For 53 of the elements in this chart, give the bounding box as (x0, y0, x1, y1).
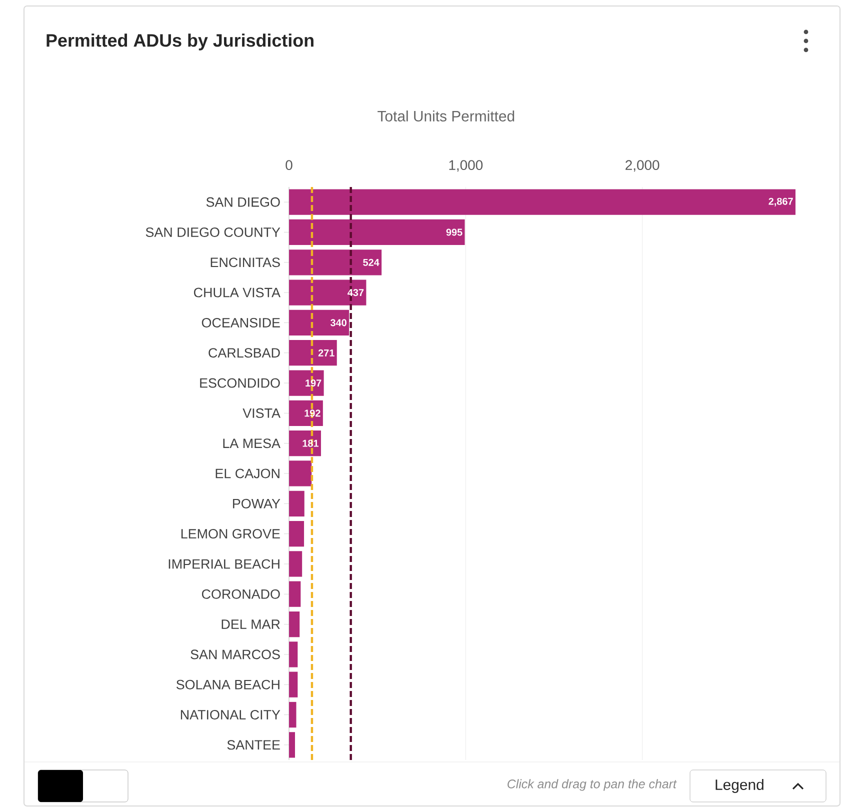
x-axis-title: Total Units Permitted (378, 110, 514, 122)
data-label: 437 (348, 289, 364, 296)
y-tick-label: VISTA (242, 408, 280, 418)
bar (289, 702, 296, 728)
y-tick-label: ENCINITAS (210, 258, 280, 268)
y-tick-label: LA MESA (223, 438, 280, 448)
y-tick-label: OCEANSIDE (202, 318, 280, 328)
data-label: 524 (363, 258, 380, 266)
y-tick-label: CORONADO (202, 589, 280, 599)
data-label: 2,867 (768, 198, 793, 206)
y-tick-label: LEMON GROVE (181, 529, 280, 539)
y-tick-label: SAN DIEGO (206, 197, 280, 207)
text: Legend (716, 779, 764, 793)
data-label: 192 (304, 410, 320, 417)
bar (289, 642, 298, 668)
bar (289, 672, 298, 698)
bar (289, 340, 337, 366)
bar (289, 219, 465, 246)
y-tick-label: EL CAJON (216, 468, 280, 478)
data-label: 271 (318, 349, 334, 356)
y-tick-label: SANTEE (227, 740, 280, 750)
y-tick-label: SAN DIEGO COUNTY (146, 227, 280, 237)
y-tick-label: POWAY (233, 498, 280, 508)
data-label: 197 (306, 379, 322, 387)
bar (289, 250, 382, 276)
y-tick-label: CARLSBAD (208, 348, 280, 358)
x-tick-label: 0 (286, 160, 292, 170)
bar (289, 490, 304, 516)
chart-title: Permitted ADUs by Jurisdiction (46, 34, 314, 50)
x-tick-label: 2,000 (626, 160, 660, 172)
bar (289, 732, 296, 758)
bar (289, 460, 312, 486)
text: Click and drag to pan the chart (508, 779, 677, 791)
y-tick-label: SAN MARCOS (190, 650, 280, 660)
bar (289, 280, 366, 306)
y-tick-label: ESCONDIDO (200, 378, 280, 388)
bar (289, 581, 301, 607)
data-label: 340 (330, 319, 346, 326)
y-tick-label: DEL MAR (222, 620, 280, 629)
bar (289, 370, 324, 396)
y-tick-label: IMPERIAL BEACH (168, 559, 280, 569)
bar (289, 400, 323, 426)
x-tick-label: 1,000 (449, 160, 483, 172)
y-tick-label: SOLANA BEACH (176, 680, 280, 690)
bar (289, 611, 300, 638)
y-tick-label: NATIONAL CITY (180, 710, 280, 720)
data-label: 995 (446, 228, 462, 236)
bar (289, 551, 302, 577)
data-label: 181 (302, 440, 319, 447)
bar (289, 310, 350, 336)
y-tick-label: CHULA VISTA (194, 288, 280, 298)
bar (289, 189, 796, 215)
bar (289, 520, 304, 547)
